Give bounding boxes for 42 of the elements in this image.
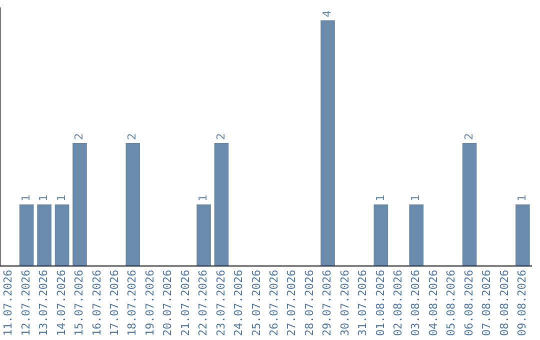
x-tick-label: 20.07.2026 [161, 270, 174, 336]
data-label: 2 [214, 133, 228, 140]
x-tick-label: 19.07.2026 [143, 270, 156, 336]
data-label: 1 [409, 194, 422, 202]
x-tick-label: 12.07.2026 [19, 270, 32, 336]
x-tick-label: 14.07.2026 [54, 270, 68, 336]
data-label: 1 [196, 194, 210, 202]
x-tick-label: 01.08.2026 [374, 270, 387, 336]
x-tick-label: 28.07.2026 [302, 270, 316, 336]
x-tick-label: 09.08.2026 [516, 270, 529, 336]
x-tick-label: 23.07.2026 [214, 270, 228, 336]
x-tick-label: 06.08.2026 [462, 270, 476, 336]
x-tick-label: 27.07.2026 [285, 270, 298, 336]
x-tick-label: 17.07.2026 [108, 270, 122, 336]
data-label: 1 [374, 194, 387, 202]
data-label: 1 [37, 194, 50, 202]
x-tick-label: 25.07.2026 [250, 270, 263, 336]
x-tick-label: 07.08.2026 [480, 270, 494, 336]
x-tick-label: 04.08.2026 [426, 270, 440, 336]
x-tick-label: 16.07.2026 [90, 270, 104, 336]
data-label: 1 [516, 194, 529, 202]
x-tick-label: 26.07.2026 [267, 270, 280, 336]
x-tick-label: 29.07.2026 [320, 270, 334, 336]
data-label: 1 [19, 194, 32, 202]
data-label: 2 [126, 133, 139, 140]
x-tick-label: 18.07.2026 [126, 270, 139, 336]
x-tick-label: 05.08.2026 [444, 270, 458, 336]
x-tick-label: 08.08.2026 [498, 270, 511, 336]
x-tick-label: 15.07.2026 [72, 270, 86, 336]
x-tick-label: 03.08.2026 [409, 270, 422, 336]
x-tick-label: 02.08.2026 [392, 270, 405, 336]
x-tick-label: 24.07.2026 [232, 270, 246, 336]
data-label: 2 [462, 133, 476, 140]
x-tick-label: 31.07.2026 [356, 270, 370, 336]
x-tick-label: 13.07.2026 [37, 270, 50, 336]
x-tick-label: 22.07.2026 [196, 270, 210, 336]
x-tick-label: 11.07.2026 [2, 270, 15, 336]
x-tick-label: 21.07.2026 [178, 270, 192, 336]
data-label: 2 [72, 133, 86, 140]
x-tick-label: 30.07.2026 [338, 270, 352, 336]
data-label: 4 [320, 10, 334, 18]
data-label: 1 [54, 194, 68, 202]
